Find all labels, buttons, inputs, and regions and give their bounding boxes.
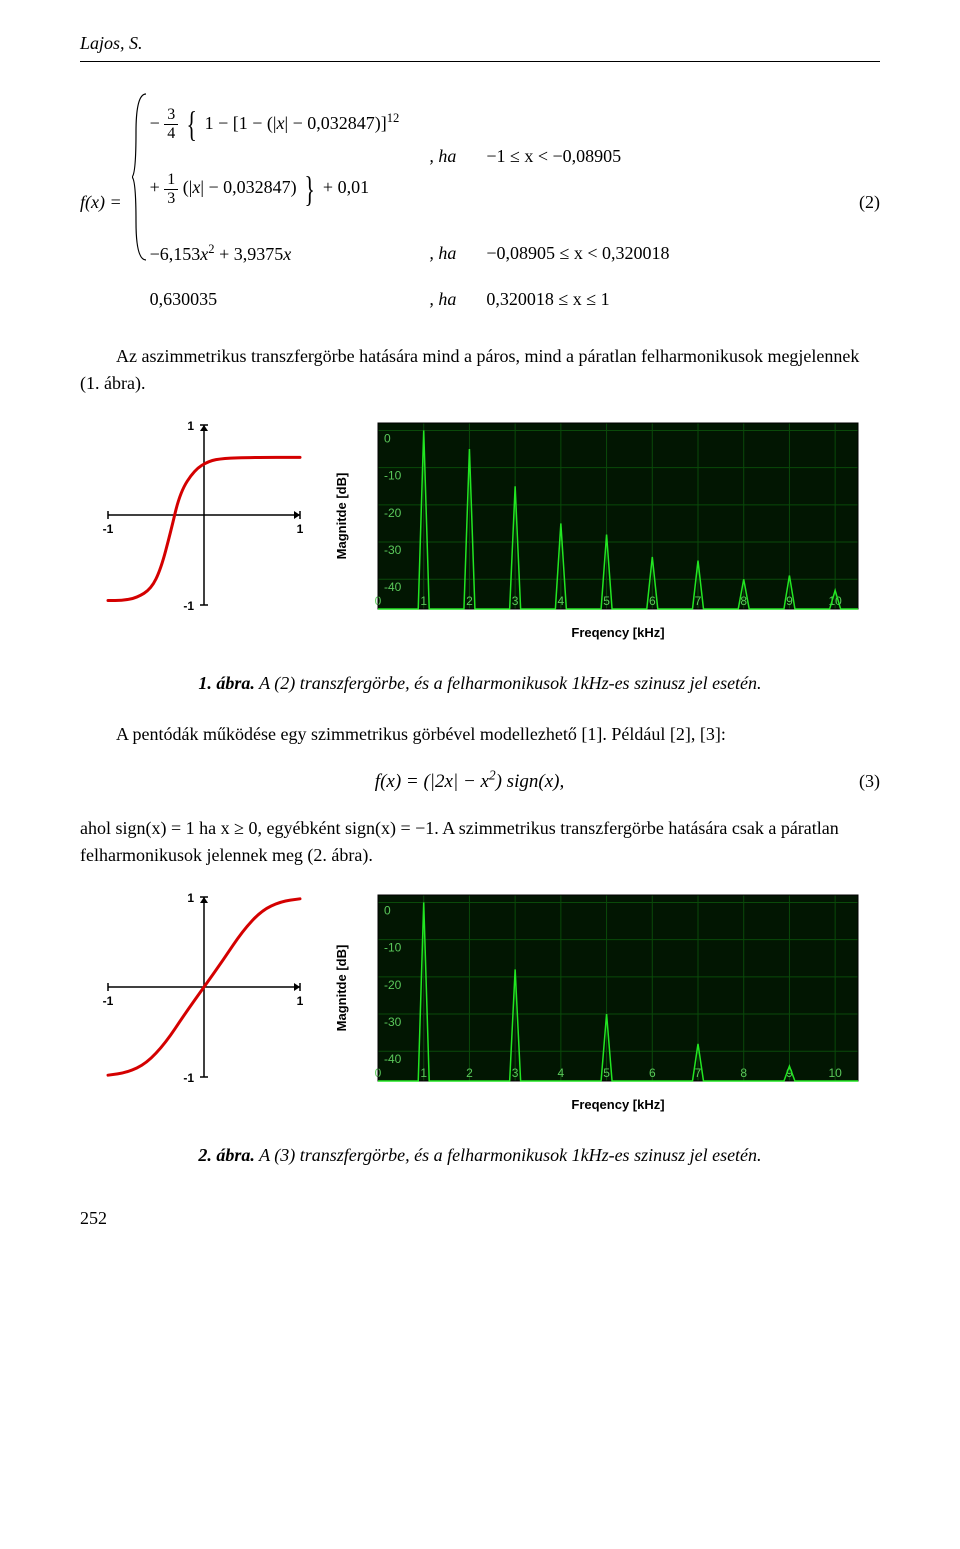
svg-text:-10: -10 xyxy=(384,941,402,955)
svg-text:6: 6 xyxy=(649,594,656,608)
eq2-c1-rest: (|x| − 0,032847) xyxy=(183,177,297,197)
eq2-c1-tail: + 0,01 xyxy=(323,177,369,197)
svg-text:Freqency [kHz]: Freqency [kHz] xyxy=(571,625,664,640)
eq2-c1-n2: 1 xyxy=(164,171,178,190)
eq2-c1-d1: 4 xyxy=(164,125,178,143)
svg-text:-1: -1 xyxy=(183,1071,194,1085)
svg-text:-10: -10 xyxy=(384,468,402,482)
figure-1: -1-111 0-10-20-30-40012345678910Magnitde… xyxy=(80,415,880,653)
svg-text:1: 1 xyxy=(187,419,194,433)
paragraph-1: Az aszimmetrikus transzfergörbe hatására… xyxy=(80,343,880,397)
eq2-lhs: f(x) = xyxy=(80,189,122,216)
brace-left-icon xyxy=(132,92,150,262)
svg-text:0: 0 xyxy=(384,431,391,445)
eq2-number: (2) xyxy=(859,189,880,216)
svg-text:Magnitde [dB]: Magnitde [dB] xyxy=(334,945,349,1032)
equation-3: f(x) = (|2x| − x2) sign(x), (3) xyxy=(80,766,880,797)
header-rule xyxy=(80,61,880,62)
author-name: Lajos, S. xyxy=(80,30,880,57)
figure-2-spectrum-plot: 0-10-20-30-40012345678910Magnitde [dB]Fr… xyxy=(330,887,880,1125)
svg-text:1: 1 xyxy=(187,891,194,905)
svg-text:-1: -1 xyxy=(183,599,194,613)
svg-text:-1: -1 xyxy=(103,522,114,536)
eq2-c1-ha: , ha xyxy=(429,143,456,170)
eq2-c1-d2: 3 xyxy=(164,190,178,208)
paragraph-3: ahol sign(x) = 1 ha x ≥ 0, egyébként sig… xyxy=(80,815,880,869)
figure-2: -1-111 0-10-20-30-40012345678910Magnitde… xyxy=(80,887,880,1125)
svg-text:Magnitde [dB]: Magnitde [dB] xyxy=(334,472,349,559)
eq3-expr: f(x) = (|2x| − x2) sign(x), xyxy=(375,771,564,792)
eq2-c1-minus: − xyxy=(150,113,160,133)
eq2-c1-mid: 1 − [1 − (|x| − 0,032847)] xyxy=(205,113,387,133)
svg-text:9: 9 xyxy=(786,594,793,608)
caption-2-label: 2. ábra. xyxy=(198,1145,255,1165)
svg-text:4: 4 xyxy=(558,1066,565,1080)
eq3-number: (3) xyxy=(859,768,880,795)
svg-text:8: 8 xyxy=(740,1066,747,1080)
figure-2-transfer-plot: -1 -1 1 1 xyxy=(80,887,310,1105)
caption-1: 1. ábra. A (2) transzfergörbe, és a felh… xyxy=(80,670,880,697)
eq2-c2-cond: −0,08905 ≤ x < 0,320018 xyxy=(486,240,669,267)
svg-text:7: 7 xyxy=(695,594,702,608)
eq2-c1-plus: + xyxy=(150,177,160,197)
svg-text:3: 3 xyxy=(512,594,519,608)
eq2-c3-cond: 0,320018 ≤ x ≤ 1 xyxy=(486,286,669,313)
svg-text:Freqency [kHz]: Freqency [kHz] xyxy=(571,1097,664,1112)
svg-text:2: 2 xyxy=(466,594,473,608)
eq2-c2-expr: −6,153x2 + 3,9375x xyxy=(150,240,400,268)
caption-2: 2. ábra. A (3) transzfergörbe, és a felh… xyxy=(80,1142,880,1169)
svg-text:1: 1 xyxy=(297,522,304,536)
svg-text:-20: -20 xyxy=(384,978,402,992)
svg-text:3: 3 xyxy=(512,1066,519,1080)
svg-text:4: 4 xyxy=(558,594,565,608)
eq2-c1-n1: 3 xyxy=(164,106,178,125)
caption-1-label: 1. ábra. xyxy=(198,673,255,693)
svg-text:5: 5 xyxy=(603,594,610,608)
figure-1-spectrum-plot: 0-10-20-30-40012345678910Magnitde [dB]Fr… xyxy=(330,415,880,653)
svg-text:7: 7 xyxy=(695,1066,702,1080)
svg-text:1: 1 xyxy=(297,994,304,1008)
figure-1-transfer-plot: -1 -1 1 1 xyxy=(80,415,310,633)
caption-2-text: A (3) transzfergörbe, és a felharmonikus… xyxy=(255,1145,762,1165)
paragraph-2: A pentódák működése egy szimmetrikus gör… xyxy=(80,721,880,748)
eq2-c2-ha: , ha xyxy=(429,240,456,267)
svg-text:2: 2 xyxy=(466,1066,473,1080)
svg-text:1: 1 xyxy=(420,1066,427,1080)
svg-text:-30: -30 xyxy=(384,1015,402,1029)
svg-text:-20: -20 xyxy=(384,505,402,519)
eq2-c1-exp: 12 xyxy=(387,111,400,125)
svg-text:-1: -1 xyxy=(103,994,114,1008)
svg-text:5: 5 xyxy=(603,1066,610,1080)
caption-1-text: A (2) transzfergörbe, és a felharmonikus… xyxy=(255,673,762,693)
svg-text:-30: -30 xyxy=(384,543,402,557)
svg-text:0: 0 xyxy=(384,903,391,917)
eq2-c3-ha: , ha xyxy=(429,286,456,313)
page-number: 252 xyxy=(80,1205,880,1232)
svg-text:-40: -40 xyxy=(384,580,402,594)
svg-text:10: 10 xyxy=(828,1066,842,1080)
equation-2: f(x) = − 34 { 1 − [1 − (|x| − 0,032847)]… xyxy=(80,92,880,313)
svg-text:6: 6 xyxy=(649,1066,656,1080)
svg-text:-40: -40 xyxy=(384,1052,402,1066)
eq2-c1-cond: −1 ≤ x < −0,08905 xyxy=(486,143,669,170)
svg-text:1: 1 xyxy=(420,594,427,608)
eq2-c3-expr: 0,630035 xyxy=(150,286,400,313)
